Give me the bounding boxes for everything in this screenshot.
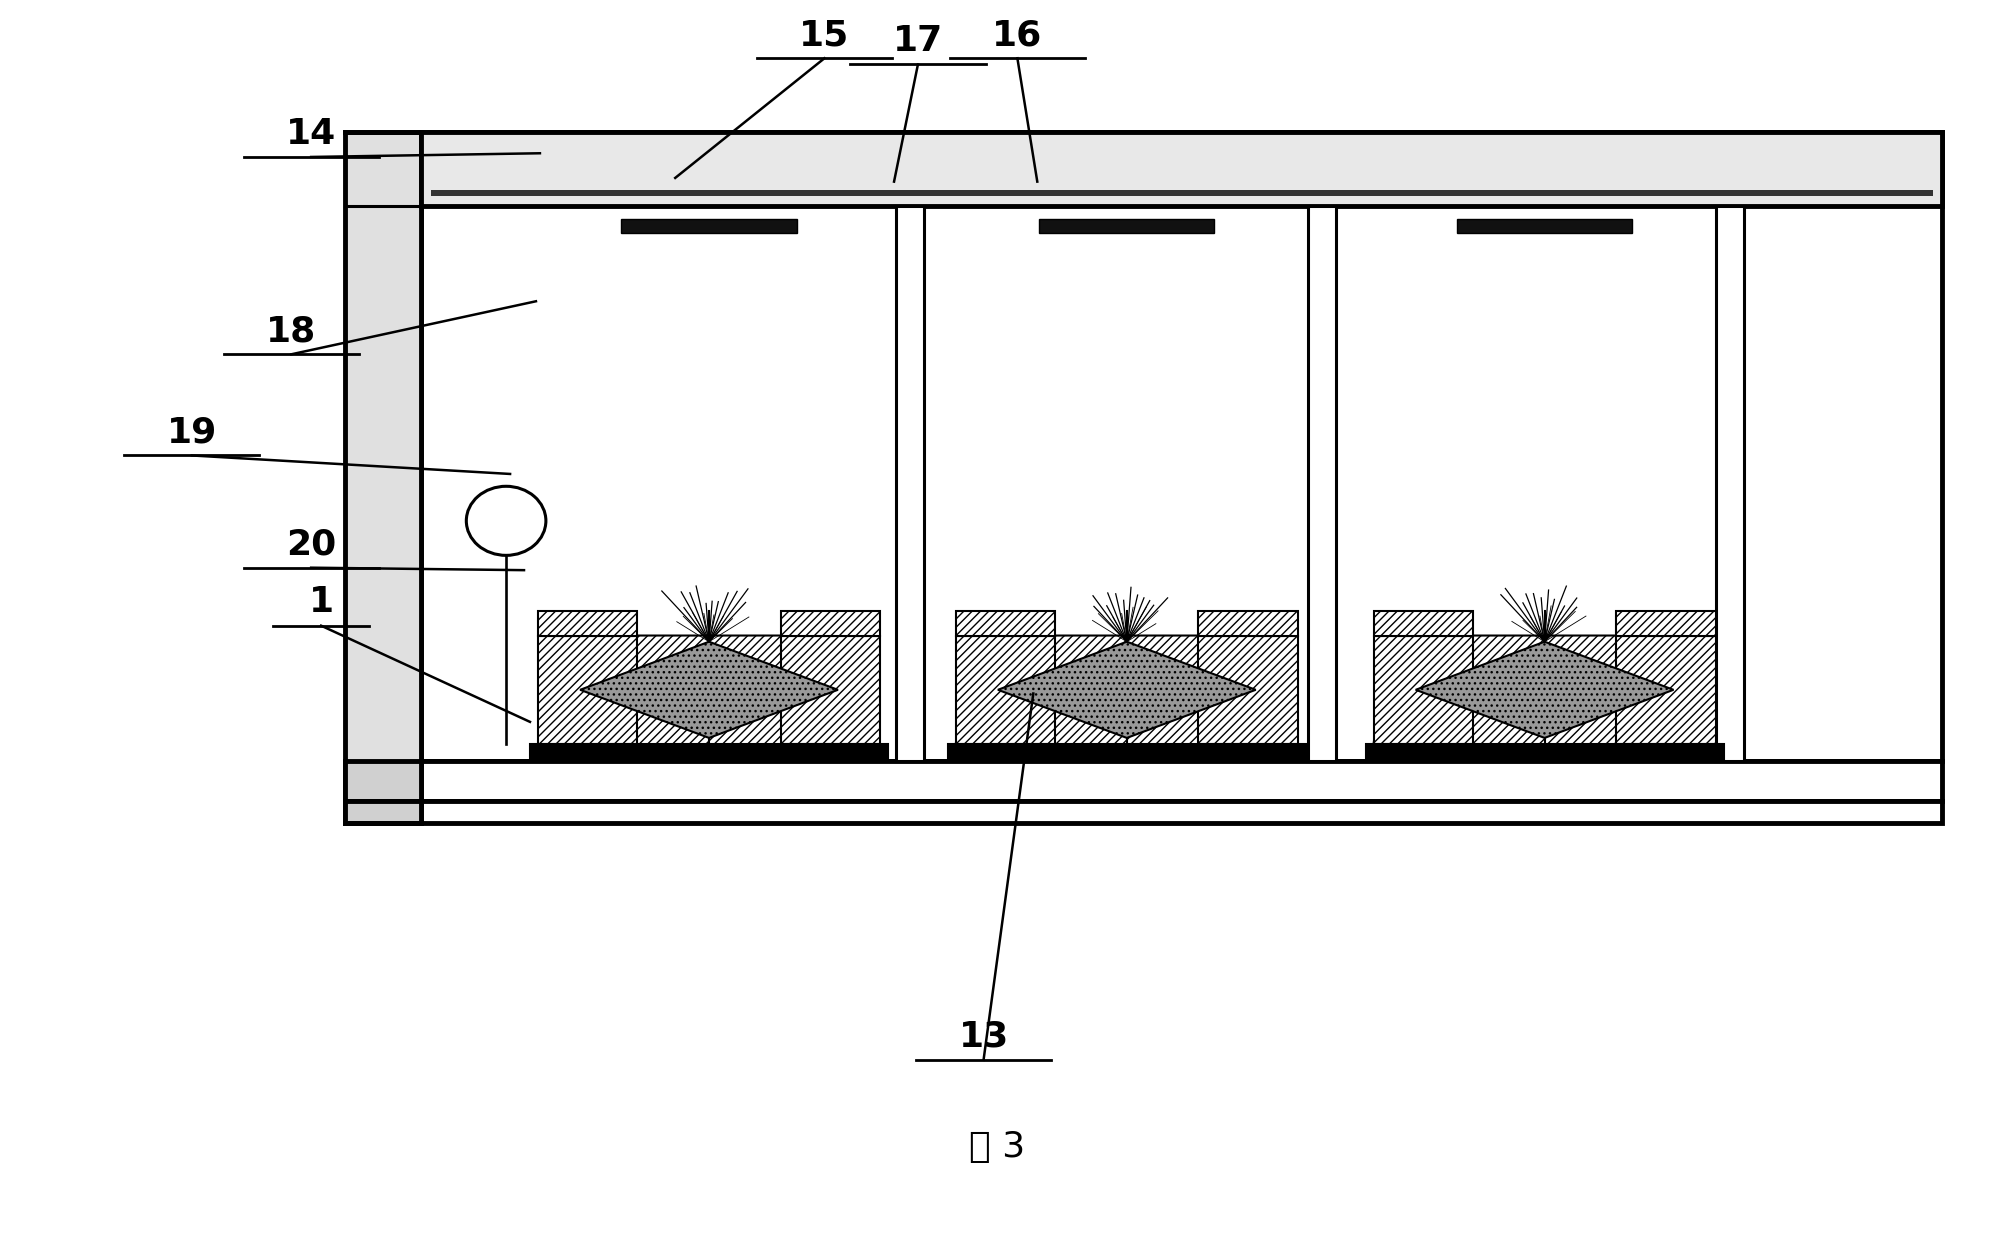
Polygon shape <box>956 636 1299 745</box>
Bar <box>421 133 1943 207</box>
Bar <box>1199 611 1299 636</box>
Bar <box>1616 636 1716 745</box>
Bar <box>1456 218 1632 233</box>
Bar <box>531 745 888 761</box>
Bar <box>345 133 421 823</box>
Bar <box>956 636 1055 745</box>
Text: 13: 13 <box>958 1020 1009 1053</box>
Polygon shape <box>539 636 880 745</box>
Bar <box>956 611 1055 636</box>
Bar <box>1373 611 1472 636</box>
Bar <box>345 761 421 800</box>
Bar <box>1365 745 1724 761</box>
Bar <box>431 191 1933 197</box>
Bar <box>421 133 1943 761</box>
Text: 15: 15 <box>800 19 850 52</box>
Bar <box>622 218 796 233</box>
Bar <box>1716 207 1744 761</box>
Polygon shape <box>1373 636 1716 745</box>
Bar <box>421 800 1943 823</box>
Bar <box>539 611 638 636</box>
Polygon shape <box>998 642 1255 738</box>
Bar <box>1309 207 1337 761</box>
Text: 1: 1 <box>309 586 333 620</box>
Bar <box>780 636 880 745</box>
Ellipse shape <box>467 486 547 555</box>
Bar <box>1616 611 1716 636</box>
Text: 图 3: 图 3 <box>970 1130 1025 1165</box>
Bar <box>345 800 421 823</box>
Bar <box>1373 636 1472 745</box>
Bar <box>539 636 638 745</box>
Polygon shape <box>1416 642 1674 738</box>
Bar <box>948 745 1307 761</box>
Text: 14: 14 <box>285 116 337 151</box>
Text: 20: 20 <box>285 528 337 561</box>
Bar <box>780 611 880 636</box>
Text: 18: 18 <box>265 315 317 348</box>
Bar <box>1039 218 1215 233</box>
Bar <box>896 207 924 761</box>
Bar <box>421 761 1943 800</box>
Bar <box>1199 636 1299 745</box>
Text: 17: 17 <box>894 25 944 58</box>
Text: 19: 19 <box>168 415 217 450</box>
Polygon shape <box>581 642 838 738</box>
Text: 16: 16 <box>992 19 1043 52</box>
